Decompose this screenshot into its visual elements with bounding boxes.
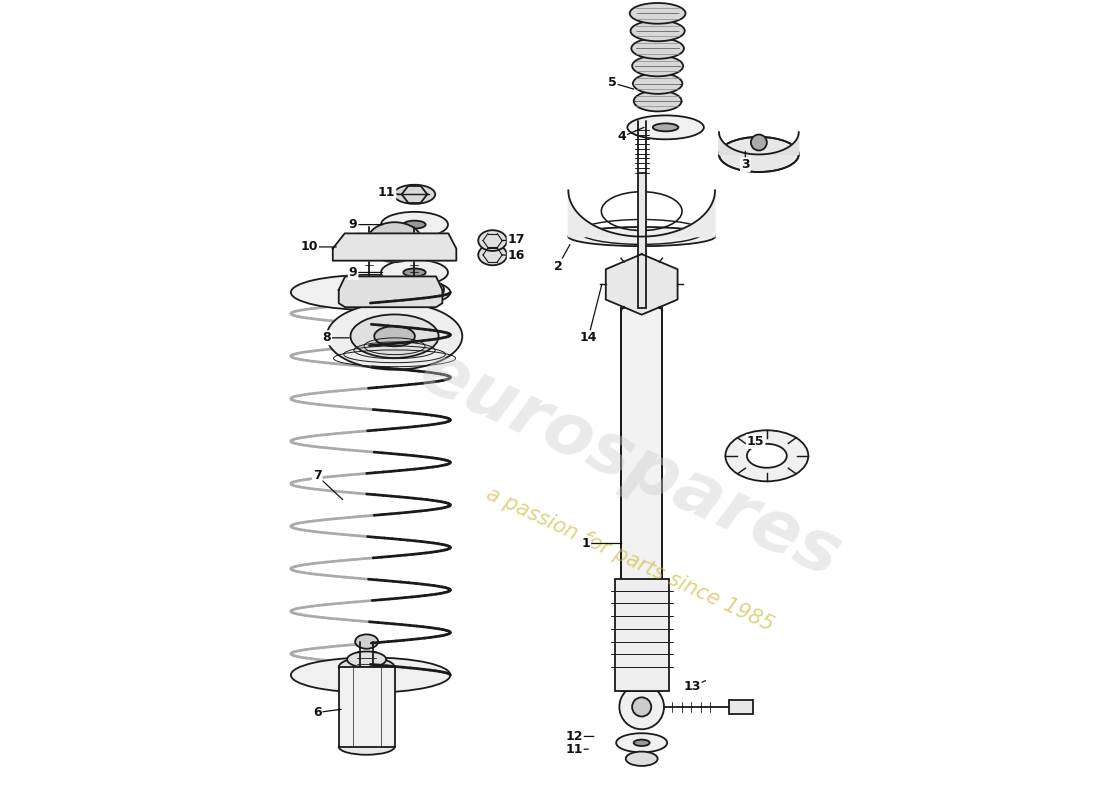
Text: 14: 14 — [580, 285, 602, 344]
Ellipse shape — [366, 222, 422, 262]
Text: 11: 11 — [565, 742, 588, 756]
Circle shape — [430, 282, 444, 297]
Ellipse shape — [627, 115, 704, 139]
Text: 16: 16 — [503, 250, 525, 262]
Circle shape — [632, 698, 651, 717]
Ellipse shape — [339, 658, 395, 677]
Ellipse shape — [355, 634, 378, 649]
Text: 8: 8 — [322, 331, 349, 344]
Text: a passion for parts since 1985: a passion for parts since 1985 — [483, 484, 777, 635]
Polygon shape — [569, 190, 715, 237]
Ellipse shape — [569, 227, 715, 246]
Ellipse shape — [374, 326, 415, 346]
Text: 15: 15 — [747, 435, 764, 448]
Bar — [621, 308, 662, 691]
Circle shape — [619, 685, 664, 730]
Bar — [621, 308, 662, 691]
Ellipse shape — [339, 739, 395, 754]
Ellipse shape — [616, 734, 668, 752]
Ellipse shape — [404, 221, 426, 229]
Text: 6: 6 — [312, 706, 341, 719]
Text: 4: 4 — [617, 127, 645, 143]
Text: 17: 17 — [503, 234, 526, 246]
Text: 5: 5 — [608, 76, 634, 90]
Text: 1: 1 — [582, 537, 621, 550]
Ellipse shape — [632, 73, 682, 94]
Ellipse shape — [631, 38, 684, 58]
Text: 11: 11 — [377, 186, 400, 199]
Text: 7: 7 — [312, 470, 343, 500]
Ellipse shape — [626, 751, 658, 766]
Ellipse shape — [348, 651, 386, 667]
Ellipse shape — [381, 260, 448, 286]
Circle shape — [386, 234, 403, 250]
Ellipse shape — [290, 275, 450, 310]
Ellipse shape — [629, 3, 685, 24]
Bar — [615, 579, 669, 691]
Text: eurospares: eurospares — [408, 336, 851, 591]
Text: 9: 9 — [349, 266, 383, 279]
Bar — [638, 173, 646, 308]
Ellipse shape — [351, 314, 439, 358]
Ellipse shape — [719, 137, 799, 172]
Text: 3: 3 — [741, 151, 749, 171]
Text: 13: 13 — [683, 681, 705, 694]
Ellipse shape — [632, 55, 683, 76]
Ellipse shape — [630, 21, 684, 42]
Ellipse shape — [747, 444, 786, 468]
Circle shape — [341, 282, 355, 297]
Polygon shape — [606, 254, 678, 314]
Polygon shape — [333, 234, 456, 261]
Ellipse shape — [634, 740, 650, 746]
Text: 12: 12 — [565, 730, 594, 743]
Polygon shape — [719, 132, 799, 154]
Text: 9: 9 — [349, 218, 383, 231]
Ellipse shape — [652, 123, 679, 131]
Polygon shape — [339, 277, 442, 307]
Ellipse shape — [478, 230, 507, 251]
Circle shape — [434, 246, 448, 259]
Ellipse shape — [381, 212, 448, 238]
Text: 10: 10 — [300, 241, 337, 254]
Ellipse shape — [404, 269, 426, 277]
Ellipse shape — [290, 658, 450, 693]
Text: 2: 2 — [553, 245, 570, 273]
Ellipse shape — [394, 185, 436, 204]
Ellipse shape — [327, 302, 462, 370]
Circle shape — [339, 246, 352, 259]
Bar — [729, 700, 754, 714]
Ellipse shape — [725, 430, 808, 482]
Circle shape — [751, 134, 767, 150]
Bar — [339, 667, 395, 746]
Ellipse shape — [634, 90, 682, 111]
Ellipse shape — [478, 245, 507, 266]
